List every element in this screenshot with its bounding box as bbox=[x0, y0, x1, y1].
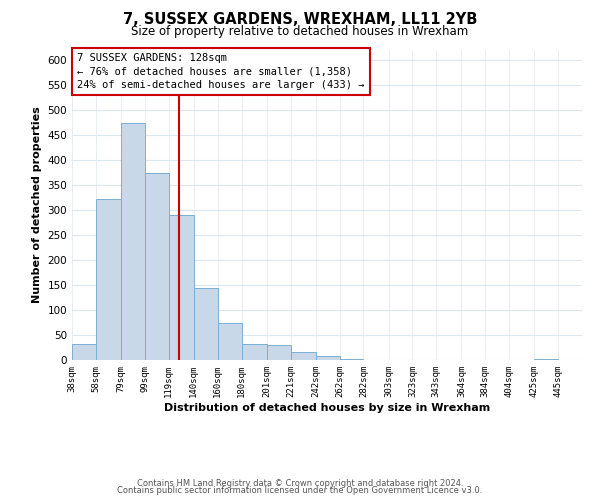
Bar bbox=[121, 123, 145, 360]
Bar bbox=[145, 172, 169, 360]
Bar bbox=[316, 356, 340, 360]
Bar bbox=[340, 359, 364, 360]
Y-axis label: Number of detached properties: Number of detached properties bbox=[32, 106, 42, 304]
Text: 7 SUSSEX GARDENS: 128sqm
← 76% of detached houses are smaller (1,358)
24% of sem: 7 SUSSEX GARDENS: 128sqm ← 76% of detach… bbox=[77, 53, 365, 90]
Text: Contains public sector information licensed under the Open Government Licence v3: Contains public sector information licen… bbox=[118, 486, 482, 495]
Text: Contains HM Land Registry data © Crown copyright and database right 2024.: Contains HM Land Registry data © Crown c… bbox=[137, 478, 463, 488]
Bar bbox=[534, 358, 558, 360]
X-axis label: Distribution of detached houses by size in Wrexham: Distribution of detached houses by size … bbox=[164, 402, 490, 412]
Bar bbox=[169, 214, 194, 360]
Bar bbox=[194, 288, 218, 360]
Bar bbox=[290, 352, 316, 360]
Bar bbox=[96, 199, 121, 360]
Bar bbox=[266, 345, 290, 360]
Text: 7, SUSSEX GARDENS, WREXHAM, LL11 2YB: 7, SUSSEX GARDENS, WREXHAM, LL11 2YB bbox=[123, 12, 477, 28]
Bar bbox=[242, 344, 266, 360]
Bar bbox=[218, 322, 242, 360]
Text: Size of property relative to detached houses in Wrexham: Size of property relative to detached ho… bbox=[131, 24, 469, 38]
Bar bbox=[72, 344, 96, 360]
